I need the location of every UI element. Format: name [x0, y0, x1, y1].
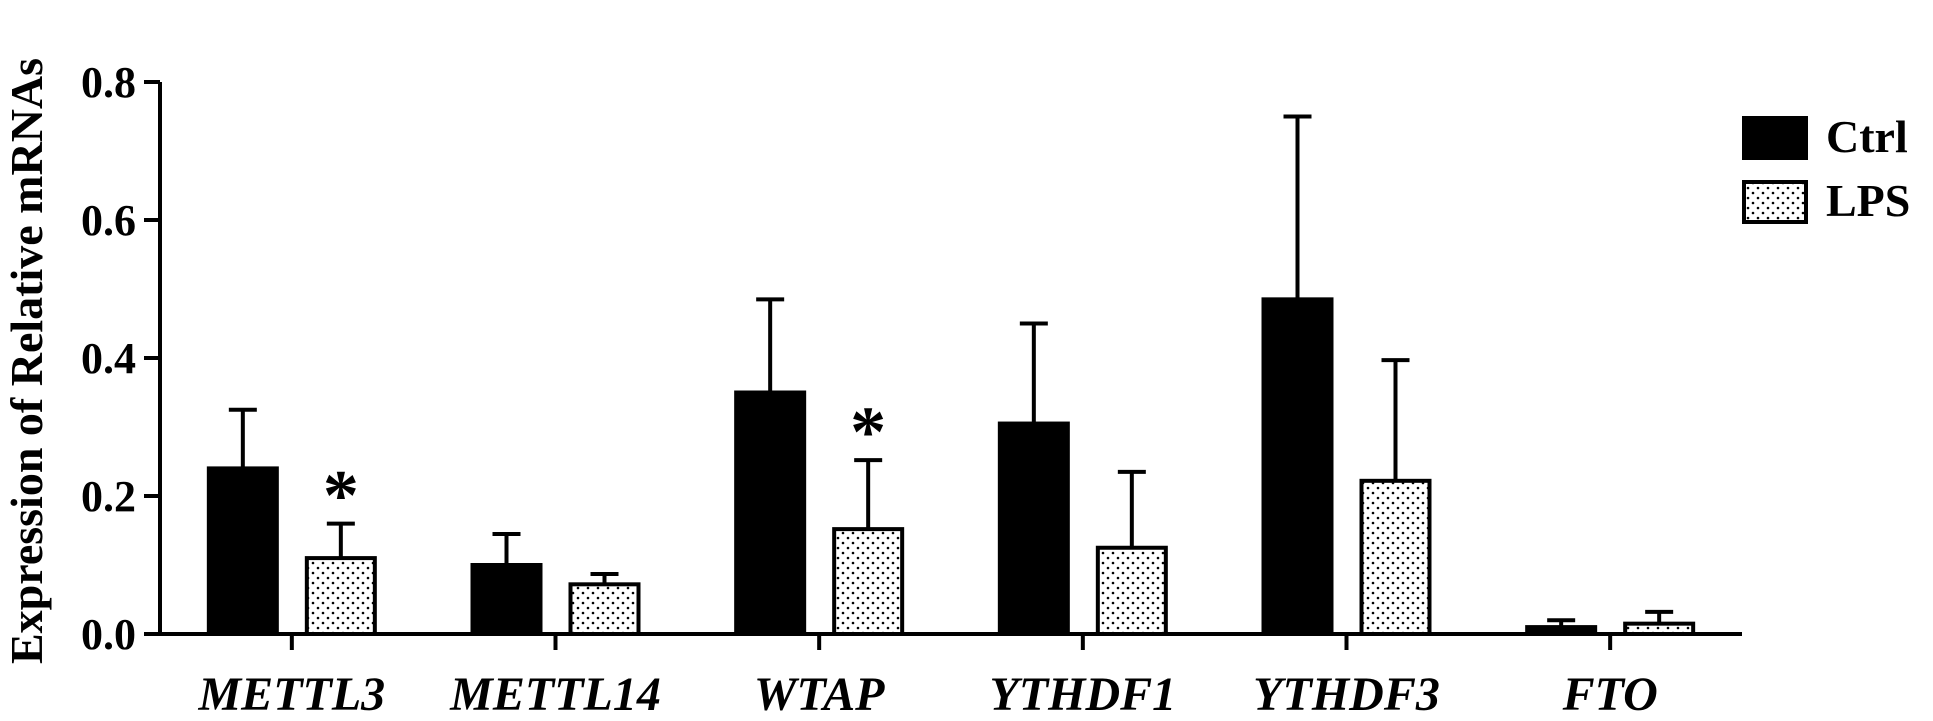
bar-ctrl — [1261, 297, 1334, 636]
x-tick-label: METTL14 — [449, 668, 661, 721]
bar-lps — [1359, 478, 1432, 636]
bar-lps — [832, 527, 905, 636]
legend: Ctrl LPS — [1742, 111, 1910, 226]
plot-area: 0.0 0.2 0.4 0.6 0.8 METTL3 METTL14 WTAP YTHDF1 YT… — [81, 58, 1742, 721]
legend-swatch-lps — [1742, 180, 1808, 224]
significance-marker: * — [850, 392, 886, 472]
y-tick-label: 0.0 — [81, 610, 136, 659]
legend-label: Ctrl — [1826, 111, 1908, 162]
bar-lps — [304, 556, 377, 636]
x-tick-label: FTO — [1562, 668, 1658, 721]
bar-ctrl — [470, 563, 543, 636]
bar-ctrl — [1525, 625, 1598, 636]
bar-lps — [568, 582, 641, 637]
legend-label: LPS — [1826, 175, 1910, 226]
x-tick-label: METTL3 — [198, 668, 386, 721]
y-axis-title: Expression of Relative mRNAs — [1, 58, 52, 664]
y-tick-label: 0.2 — [81, 472, 136, 521]
bar-ctrl — [206, 466, 279, 636]
legend-swatch-ctrl — [1742, 116, 1808, 160]
bar-lps — [1623, 621, 1696, 637]
x-tick-label: YTHDF3 — [1253, 668, 1440, 721]
x-tick-label: WTAP — [754, 668, 885, 721]
bar-ctrl — [734, 390, 807, 636]
significance-marker: * — [323, 456, 359, 536]
y-tick-label: 0.8 — [81, 58, 136, 107]
x-tick-label: YTHDF1 — [990, 668, 1177, 721]
y-tick-label: 0.6 — [81, 196, 136, 245]
bar-lps — [1095, 545, 1168, 636]
y-tick-label: 0.4 — [81, 334, 136, 383]
bar-ctrl — [997, 421, 1070, 636]
